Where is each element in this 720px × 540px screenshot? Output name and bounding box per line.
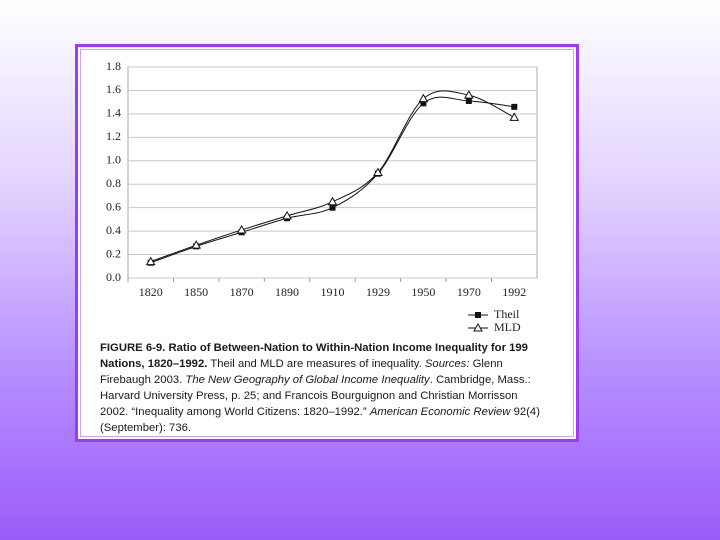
y-tick-label: 1.8 [106,59,121,73]
point [463,90,474,99]
point [373,167,383,176]
series-line [150,90,515,263]
caption-note: Theil and MLD are measures of inequality… [210,358,422,370]
source-journal: American Economic Review [369,406,511,418]
legend-marker [473,322,483,332]
source-text: 92(4) (September): 736. [100,406,540,434]
point [418,93,429,103]
legend-label: MLD [494,320,521,334]
figure-title: Ratio of Between-Nation to Within-Nation… [100,342,528,370]
source-text: Glenn Firebaugh 2003. [100,358,503,386]
x-tick-label: 1820 [139,285,163,299]
y-tick-label: 1.6 [106,82,121,96]
x-tick-label: 1890 [275,285,299,299]
y-tick-label: 0.4 [106,223,121,237]
point [465,97,472,104]
legend-marker [475,312,481,318]
x-tick-label: 1870 [230,285,254,299]
series-line [150,96,515,264]
figure-label: FIGURE 6-9. [100,342,166,354]
y-tick-label: 0.8 [106,176,121,190]
sources-label: Sources: [424,358,470,370]
plot-area [127,66,538,279]
point [420,100,427,107]
figure-frame [75,44,579,442]
point [509,112,520,121]
caption: FIGURE 6-9. Ratio of Between-Nation to W… [100,340,546,436]
source-text: . Cambridge, Mass.: Harvard University P… [100,374,531,418]
x-tick-label: 1970 [457,285,481,299]
x-tick-label: 1910 [321,285,345,299]
x-tick-label: 1929 [366,285,390,299]
point [329,204,336,211]
x-tick-label: 1992 [502,285,526,299]
y-tick-label: 0.2 [106,246,121,260]
y-tick-label: 1.0 [106,153,121,167]
point [145,256,156,266]
y-tick-label: 0.0 [106,270,121,284]
y-tick-label: 1.4 [106,106,121,120]
point [191,240,202,249]
point [327,196,338,206]
point [511,103,518,110]
point [282,210,292,220]
y-tick-label: 1.2 [106,129,121,143]
y-tick-label: 0.6 [106,199,121,213]
x-tick-label: 1950 [411,285,435,299]
source-title: The New Geography of Global Income Inequ… [185,374,430,386]
legend-label: Theil [494,307,520,321]
point [236,224,247,234]
x-tick-label: 1850 [184,285,208,299]
